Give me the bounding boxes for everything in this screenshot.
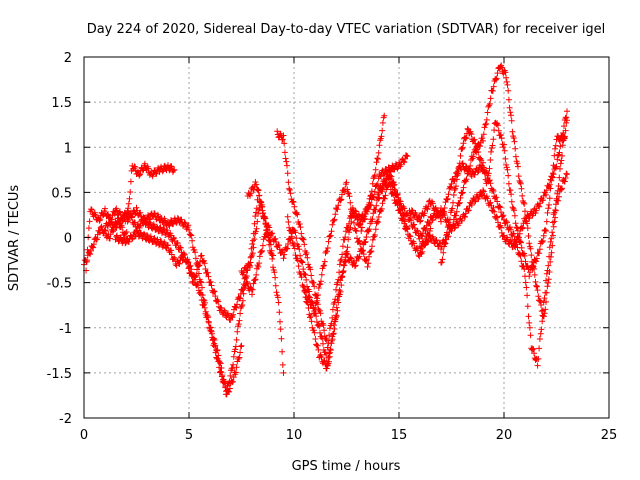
data-points — [81, 62, 570, 398]
plus-markers — [274, 112, 388, 351]
y-tick-label: 1 — [64, 141, 72, 156]
y-tick-label: -1.5 — [47, 367, 72, 382]
y-tick-label: -1 — [59, 322, 72, 337]
y-tick-label: -2 — [59, 412, 72, 427]
series-track-c — [102, 204, 245, 398]
x-axis-ticks: 0 5 10 15 20 25 — [80, 57, 617, 443]
x-tick-label: 25 — [601, 428, 618, 443]
x-tick-label: 15 — [391, 428, 408, 443]
x-tick-label: 0 — [80, 428, 88, 443]
x-tick-label: 5 — [185, 428, 193, 443]
y-axis-label: SDTVAR / TECUs — [7, 185, 22, 292]
x-tick-label: 20 — [496, 428, 513, 443]
y-tick-label: -0.5 — [47, 277, 72, 292]
series-track-i — [301, 179, 434, 315]
series-track-m — [438, 119, 568, 280]
y-axis-ticks: -2 -1.5 -1 -0.5 0 0.5 1 1.5 2 — [47, 51, 609, 427]
plus-markers — [301, 179, 434, 315]
y-tick-label: 1.5 — [51, 96, 72, 111]
plus-markers — [438, 119, 568, 280]
series-track-j — [375, 62, 570, 320]
chart-title: Day 224 of 2020, Sidereal Day-to-day VTE… — [87, 22, 606, 37]
series-track-d — [112, 198, 272, 323]
plus-markers — [102, 204, 245, 398]
series-track-g — [274, 112, 388, 351]
y-tick-label: 2 — [64, 51, 72, 66]
plus-markers — [112, 198, 272, 323]
x-tick-label: 10 — [286, 428, 303, 443]
x-axis-label: GPS time / hours — [292, 459, 401, 474]
y-tick-label: 0 — [64, 232, 72, 247]
plus-markers — [375, 62, 570, 320]
plus-markers — [83, 205, 276, 395]
series-track-b — [83, 205, 276, 395]
y-tick-label: 0.5 — [51, 186, 72, 201]
